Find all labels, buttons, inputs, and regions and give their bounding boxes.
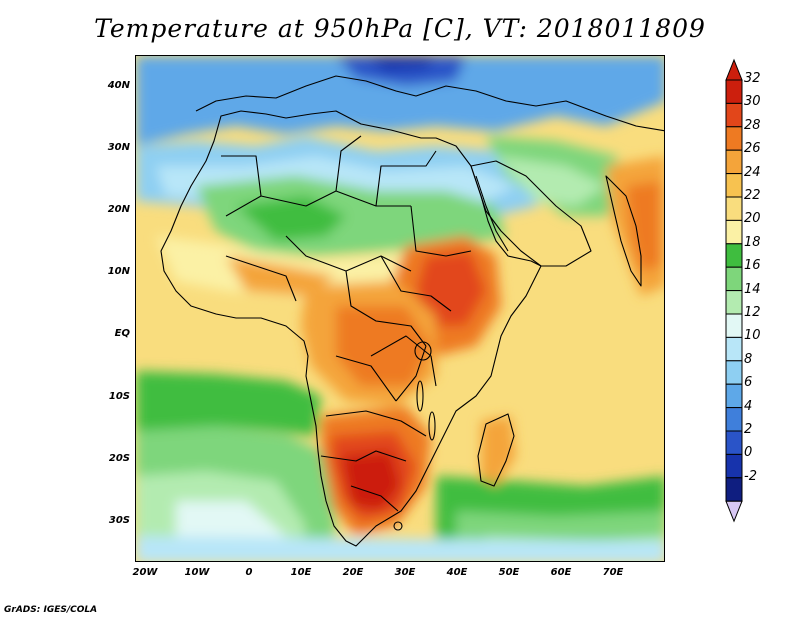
colorbar-label: 8 [744, 351, 753, 367]
colorbar-segment [725, 79, 743, 104]
temperature-field [136, 56, 664, 561]
colorbar-under-triangle [725, 500, 743, 523]
lon-tick-40e: 40E [446, 567, 468, 578]
colorbar-segment [725, 407, 743, 432]
lat-tick-10n: 10N [107, 266, 130, 277]
colorbar-label: 0 [744, 445, 753, 461]
colorbar-label: 30 [744, 94, 761, 110]
colorbar-label: 26 [744, 141, 761, 157]
lon-tick-50e: 50E [498, 567, 520, 578]
colorbar-label: 4 [744, 398, 753, 414]
colorbar-segment [725, 313, 743, 338]
coastlines [160, 75, 664, 547]
map-canvas [136, 56, 664, 561]
colorbar-segment [725, 102, 743, 128]
colorbar-label: 28 [744, 117, 761, 133]
credit-footer: GrADS: IGES/COLA [4, 605, 98, 615]
lat-tick-40n: 40N [107, 80, 130, 91]
lat-tick-eq: EQ [114, 328, 130, 339]
colorbar-label: 14 [744, 281, 761, 297]
lon-tick-60e: 60E [550, 567, 572, 578]
colorbar-segment [725, 336, 743, 362]
lon-tick-0: 0 [245, 567, 253, 578]
lon-tick-10w: 10W [184, 567, 210, 578]
lon-tick-20e: 20E [342, 567, 364, 578]
colorbar-label: 2 [744, 422, 753, 437]
lat-tick-10s: 10S [108, 391, 130, 402]
colorbar-segment [725, 126, 743, 151]
colorbar-segment [725, 453, 743, 479]
colorbar-label: 24 [744, 164, 761, 180]
temperature-map [135, 55, 665, 562]
colorbar-label: 32 [744, 71, 761, 86]
lat-tick-30s: 30S [108, 515, 130, 526]
colorbar-segment [725, 243, 743, 268]
colorbar-label: 20 [744, 211, 761, 227]
colorbar-segment [725, 149, 743, 175]
colorbar-label: 22 [744, 188, 761, 203]
colorbar-label: 16 [744, 258, 761, 274]
colorbar-over-triangle [725, 58, 743, 81]
colorbar-segment [725, 196, 743, 221]
colorbar-label: 12 [744, 305, 761, 320]
lon-tick-20w: 20W [132, 567, 158, 578]
map-title: Temperature at 950hPa [C], VT: 201801180… [94, 14, 706, 43]
lat-tick-20n: 20N [107, 204, 130, 215]
colorbar-segment [725, 383, 743, 409]
colorbar-segment [725, 430, 743, 455]
colorbar-segment [725, 266, 743, 292]
lon-tick-30e: 30E [394, 567, 416, 578]
colorbar-segment [725, 360, 743, 385]
colorbar [725, 58, 743, 523]
colorbar-label: 10 [744, 328, 761, 344]
lat-tick-20s: 20S [108, 453, 130, 464]
colorbar-label: 18 [744, 234, 761, 250]
lat-tick-30n: 30N [107, 142, 130, 153]
lon-tick-70e: 70E [602, 567, 624, 578]
colorbar-segment [725, 219, 743, 245]
colorbar-segment [725, 173, 743, 198]
colorbar-segment [725, 477, 743, 502]
colorbar-label: -2 [744, 468, 757, 484]
lon-tick-10e: 10E [290, 567, 312, 578]
colorbar-segment [725, 290, 743, 315]
colorbar-label: 6 [744, 375, 753, 391]
